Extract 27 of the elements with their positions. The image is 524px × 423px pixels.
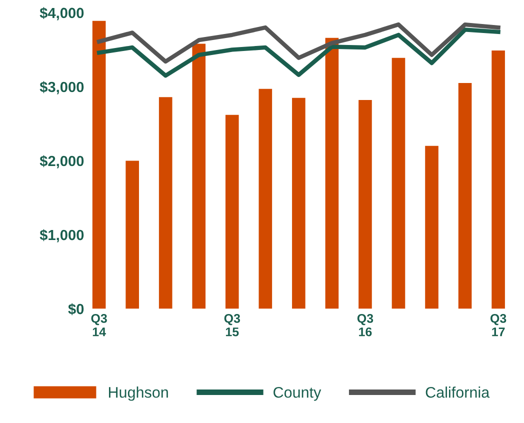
y-tick-label: $4,000 bbox=[40, 7, 84, 20]
bar bbox=[292, 98, 306, 309]
y-tick-label: $2,000 bbox=[40, 155, 84, 168]
bar bbox=[258, 88, 272, 309]
y-tick-label: $0 bbox=[68, 303, 84, 316]
line-series bbox=[96, 28, 500, 78]
bar bbox=[126, 160, 139, 309]
bar bbox=[392, 58, 406, 309]
y-tick-label: $1,000 bbox=[40, 229, 84, 242]
bar bbox=[492, 50, 505, 309]
bar bbox=[158, 97, 172, 309]
bar bbox=[425, 146, 438, 309]
bar bbox=[458, 83, 472, 309]
legend-label: Hughson bbox=[108, 386, 168, 401]
bar bbox=[358, 100, 372, 309]
bar bbox=[225, 114, 239, 309]
x-tick-label: Q3 15 bbox=[224, 314, 240, 336]
line-series bbox=[96, 22, 500, 64]
bar bbox=[92, 20, 106, 309]
x-tick-label: Q3 14 bbox=[91, 314, 107, 336]
bar bbox=[325, 38, 339, 309]
x-tick-label: Q3 17 bbox=[490, 314, 506, 336]
bar bbox=[192, 44, 206, 309]
legend-label: California bbox=[426, 386, 490, 398]
x-tick-label: Q3 16 bbox=[357, 314, 374, 336]
y-tick-label: $3,000 bbox=[40, 81, 84, 94]
legend-label: County bbox=[274, 386, 322, 401]
